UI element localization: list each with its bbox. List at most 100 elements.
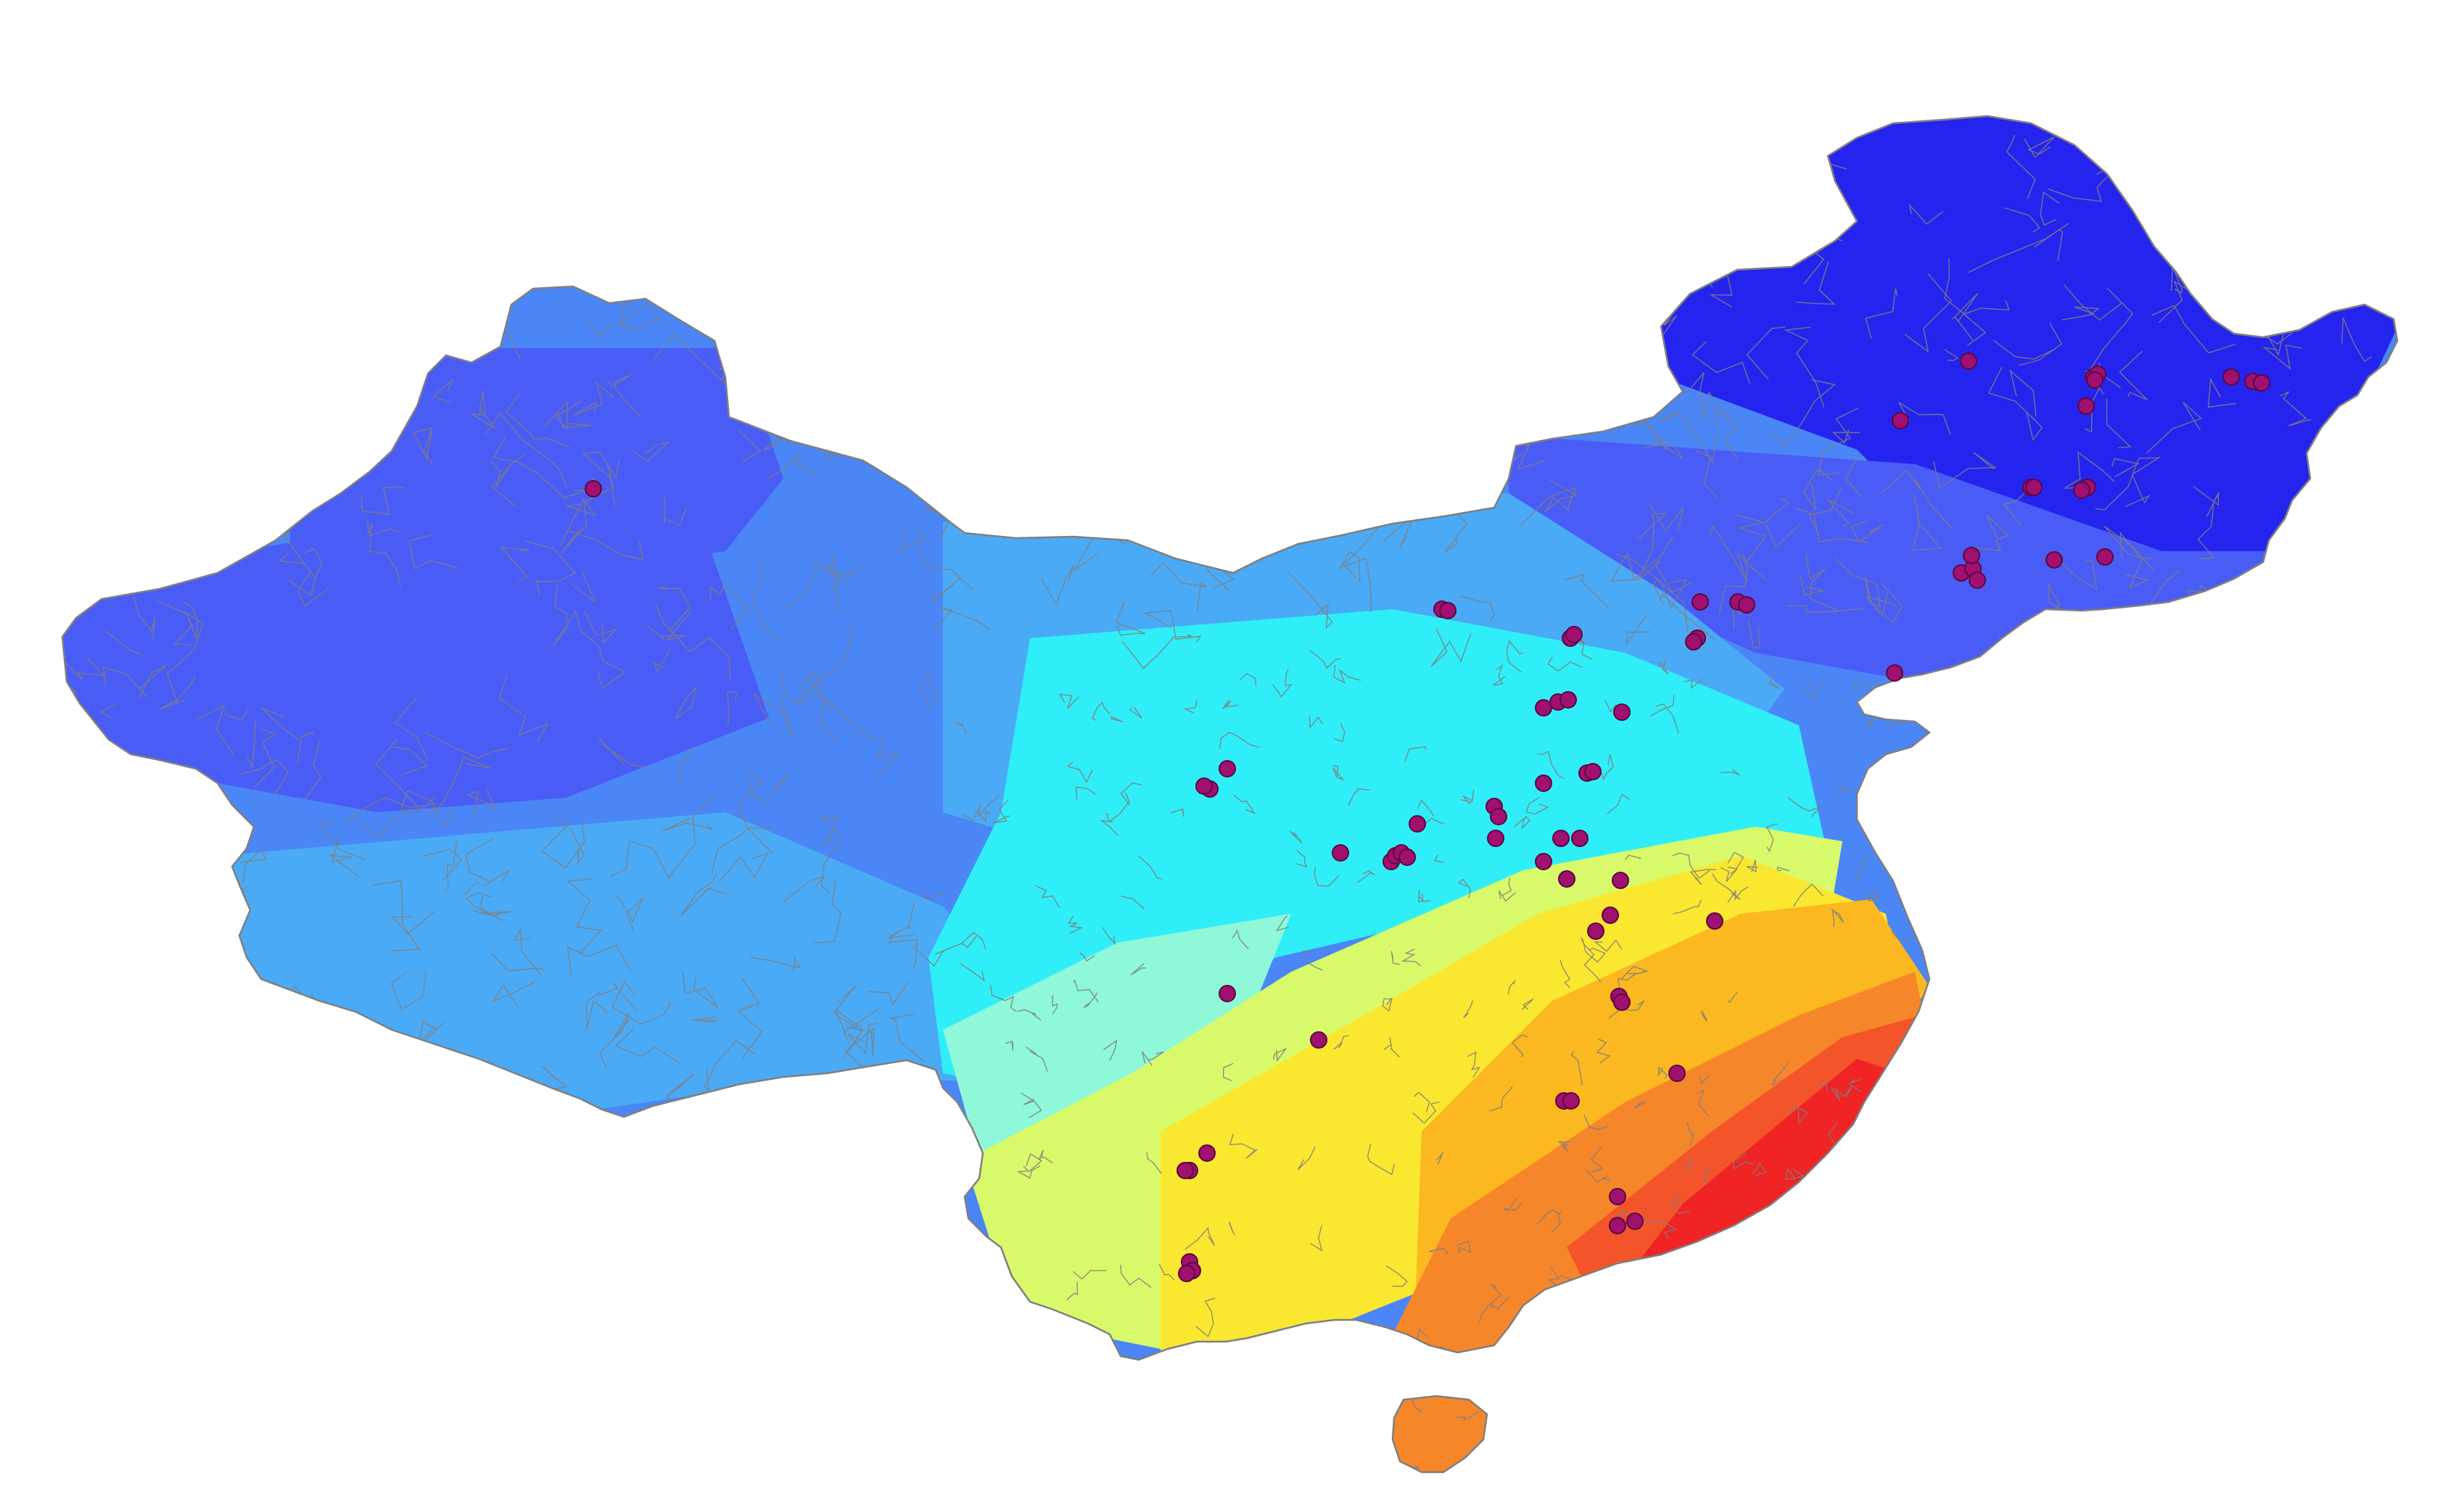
- boundary-line: [662, 817, 714, 832]
- boundary-line: [471, 389, 496, 429]
- boundary-line: [262, 1384, 290, 1413]
- boundary-line: [556, 226, 601, 274]
- boundary-line: [1255, 1337, 1272, 1365]
- boundary-line: [2241, 609, 2286, 655]
- boundary-line: [1736, 514, 1767, 565]
- boundary-line: [819, 816, 845, 846]
- boundary-line: [1734, 116, 1788, 143]
- boundary-line: [1105, 792, 1130, 823]
- boundary-line: [2208, 814, 2236, 841]
- boundary-line: [1565, 352, 1604, 387]
- boundary-line: [1489, 1086, 1513, 1112]
- boundary-line: [1309, 1225, 1323, 1252]
- boundary-line: [240, 849, 268, 883]
- boundary-line: [102, 1245, 136, 1309]
- boundary-line: [674, 687, 697, 719]
- boundary-line: [1818, 408, 1859, 476]
- boundary-line: [1215, 200, 1256, 284]
- boundary-line: [1385, 1265, 1408, 1287]
- site-marker-icon: [1535, 853, 1552, 870]
- boundary-line: [1805, 553, 1838, 611]
- boundary-line: [1752, 1163, 1767, 1177]
- boundary-line: [737, 770, 772, 854]
- boundary-line: [1026, 1153, 1042, 1173]
- boundary-line: [560, 497, 588, 554]
- boundary-line: [1232, 929, 1249, 950]
- boundary-line: [1784, 326, 1825, 408]
- boundary-line: [1460, 789, 1475, 805]
- boundary-line: [292, 1260, 335, 1295]
- boundary-line: [1931, 1023, 1956, 1041]
- boundary-line: [136, 261, 172, 300]
- boundary-line: [1459, 595, 1496, 623]
- boundary-line: [2240, 131, 2278, 156]
- boundary-line: [2170, 266, 2183, 294]
- boundary-line: [1375, 133, 1454, 189]
- boundary-line: [1804, 680, 1824, 702]
- boundary-line: [1351, 156, 1379, 181]
- boundary-line: [1489, 1296, 1510, 1310]
- site-marker-icon: [1609, 1217, 1626, 1234]
- boundary-line: [405, 1413, 445, 1449]
- boundary-line: [1288, 572, 1333, 629]
- boundary-line: [297, 233, 321, 247]
- boundary-line: [1070, 1354, 1086, 1369]
- boundary-line: [847, 1023, 878, 1054]
- boundary-line: [62, 785, 102, 830]
- boundary-line: [815, 693, 878, 741]
- boundary-line: [1850, 521, 1884, 543]
- boundary-line: [273, 1211, 320, 1250]
- boundary-line: [450, 1316, 496, 1350]
- boundary-line: [224, 709, 248, 721]
- boundary-line: [125, 321, 156, 338]
- boundary-line: [1455, 1411, 1479, 1421]
- boundary-line: [1507, 979, 1516, 995]
- boundary-line: [2357, 1075, 2383, 1089]
- boundary-line: [2185, 1151, 2212, 1168]
- boundary-line: [1345, 121, 1379, 149]
- zone-southwest-aqua: [943, 914, 1291, 1189]
- boundary-line: [2119, 1278, 2131, 1321]
- site-marker-icon: [1439, 602, 1456, 619]
- boundary-line: [2310, 769, 2323, 783]
- boundary-line: [2273, 1300, 2286, 1315]
- boundary-line: [1359, 1442, 1370, 1460]
- boundary-line: [348, 184, 382, 217]
- boundary-line: [2317, 936, 2332, 955]
- boundary-line: [1700, 1010, 1707, 1022]
- site-marker-icon: [1969, 571, 1986, 589]
- boundary-line: [1417, 798, 1434, 817]
- boundary-line: [222, 116, 267, 154]
- boundary-line: [477, 1463, 503, 1472]
- boundary-line: [464, 869, 510, 896]
- boundary-line: [1728, 991, 1738, 1003]
- boundary-line: [1183, 700, 1198, 714]
- boundary-line: [133, 595, 156, 640]
- boundary-line: [2111, 458, 2140, 478]
- boundary-line: [5, 268, 61, 284]
- boundary-line: [1026, 1046, 1037, 1054]
- boundary-line: [1523, 116, 1569, 142]
- boundary-line: [1132, 450, 1164, 482]
- boundary-line: [1272, 1048, 1287, 1062]
- boundary-line: [1699, 1074, 1710, 1085]
- boundary-line: [218, 234, 247, 271]
- boundary-line: [1954, 694, 1969, 714]
- boundary-line: [112, 434, 128, 453]
- boundary-line: [554, 133, 612, 174]
- boundary-line: [1130, 963, 1146, 975]
- boundary-line: [1992, 936, 2001, 959]
- boundary-line: [203, 1173, 231, 1213]
- boundary-line: [62, 863, 90, 891]
- boundary-line: [2163, 1025, 2177, 1040]
- boundary-line: [1047, 409, 1068, 463]
- boundary-line: [678, 746, 696, 786]
- boundary-line: [138, 664, 168, 700]
- boundary-line: [1550, 1211, 1562, 1234]
- boundary-line: [569, 531, 644, 561]
- boundary-line: [458, 1068, 516, 1149]
- boundary-line: [2125, 456, 2161, 508]
- boundary-line: [408, 534, 458, 569]
- boundary-line: [741, 302, 770, 327]
- boundary-line: [493, 436, 594, 499]
